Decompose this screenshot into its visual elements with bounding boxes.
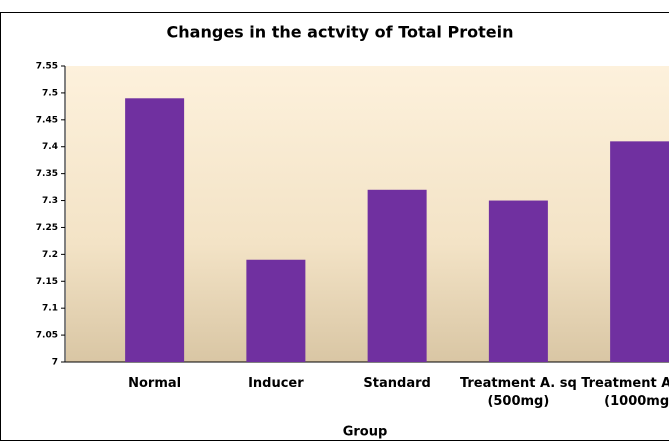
y-tick-label: 7.55 [36, 62, 58, 72]
y-tick-label: 7.1 [42, 304, 58, 314]
y-tick-label: 7.4 [42, 142, 58, 152]
y-tick-label: 7.3 [42, 196, 58, 206]
x-tick-label: Treatment A. sq (1000mg) [581, 376, 669, 409]
y-tick-label: 7.35 [36, 169, 58, 179]
bar [367, 189, 427, 362]
y-tick-label: 7.2 [42, 250, 58, 260]
bar [610, 141, 669, 362]
bar [488, 200, 548, 362]
y-tick-label: 7.45 [36, 115, 58, 125]
x-tick-label: Normal [128, 376, 182, 391]
x-tick-label: Standard [363, 376, 431, 391]
y-tick-label: 7 [52, 358, 58, 368]
y-tick-label: 7.15 [36, 277, 58, 287]
chart-title: Changes in the actvity of Total Protein [167, 23, 514, 42]
bar [246, 259, 306, 362]
y-tick-label: 7.05 [36, 331, 58, 341]
y-tick-label: 7.5 [42, 88, 58, 98]
x-tick-label: Inducer [248, 376, 304, 391]
x-axis-label: Group [343, 425, 388, 440]
y-tick-label: 7.25 [36, 223, 58, 233]
x-tick-label: Treatment A. sq (500mg) [459, 376, 577, 409]
bar [125, 98, 185, 363]
